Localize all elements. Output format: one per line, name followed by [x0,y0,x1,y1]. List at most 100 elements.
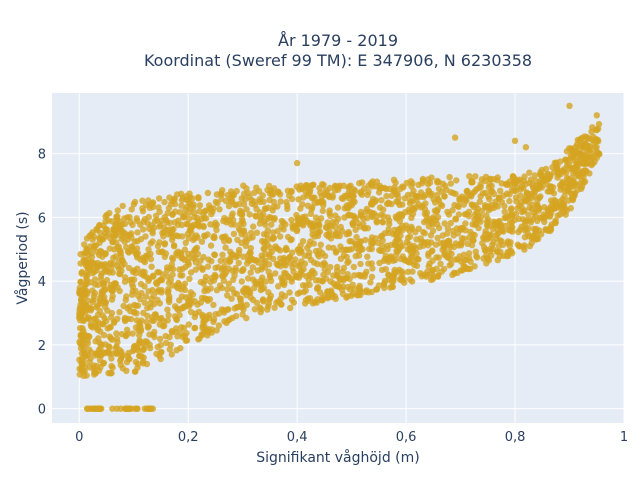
data-point [446,173,453,181]
data-point [277,198,284,205]
data-point [265,268,272,275]
data-point [368,260,375,267]
data-point [447,219,454,227]
data-point [107,259,114,267]
data-point [139,226,147,233]
data-point [546,213,553,220]
data-point [155,195,163,202]
data-point [532,212,539,219]
data-point [325,244,332,251]
data-point [233,187,240,195]
data-point [419,202,426,210]
data-point [506,197,513,205]
data-point [211,271,218,279]
data-point [184,230,191,238]
data-point [229,210,236,217]
data-point [218,190,225,198]
data-point [242,242,250,250]
data-point [204,189,212,197]
data-point [167,276,175,284]
data-point [77,313,85,321]
data-point [296,261,303,268]
data-point [458,224,465,232]
data-point [195,194,202,201]
data-point [410,206,418,213]
data-point [237,207,244,214]
data-point [293,211,300,219]
data-point [482,228,489,235]
data-point [139,268,146,275]
data-point [288,296,296,304]
data-point [273,299,280,306]
data-point [164,289,172,296]
data-point [247,269,254,276]
data-point [128,230,135,237]
data-point [112,253,120,260]
data-point [569,165,577,172]
data-point [434,177,441,185]
data-point [409,198,416,205]
data-point [407,254,415,261]
data-point [178,196,186,204]
data-point [84,340,92,347]
data-point [584,160,591,167]
data-point [307,256,315,264]
data-point [169,236,176,243]
data-point [544,206,551,213]
data-point [538,231,545,238]
data-point [201,277,209,284]
data-point [145,213,152,221]
data-point [274,227,281,235]
data-point [532,236,540,243]
data-point [525,191,532,198]
data-point [105,369,112,377]
data-point [151,300,158,308]
data-point [555,170,562,177]
data-point [83,235,91,242]
data-point [207,242,215,249]
data-point [157,355,164,363]
data-point [396,266,403,273]
data-point [487,231,495,238]
data-point [151,311,159,318]
data-point [170,243,178,250]
data-point [77,251,84,258]
data-point [449,207,456,214]
data-point [404,268,412,275]
data-point [124,330,131,338]
data-point [589,136,596,144]
data-point [146,344,154,352]
data-point [274,203,281,210]
data-point [298,248,305,255]
data-point [260,231,268,238]
data-point [351,285,358,293]
data-point [376,259,383,267]
data-point [158,314,165,322]
data-point [343,192,350,200]
data-point [499,241,507,249]
data-point [593,112,600,119]
data-point [350,212,358,220]
data-point [373,212,380,220]
data-point [573,147,580,154]
data-point [106,245,114,252]
data-point [261,205,269,212]
data-point [228,221,235,228]
data-point [355,252,363,259]
data-point [97,247,104,255]
data-point [552,205,559,212]
data-point [506,247,514,255]
x-tick-label: 1 [620,430,628,445]
data-point [128,281,136,288]
data-point [261,240,268,247]
data-point [478,207,486,215]
data-point [429,266,436,274]
data-point [543,181,551,188]
data-point [77,278,84,285]
data-point [207,278,214,286]
data-point [345,212,352,219]
data-point [350,263,357,271]
data-point [264,306,271,313]
data-point [202,285,209,292]
data-point [507,181,515,188]
